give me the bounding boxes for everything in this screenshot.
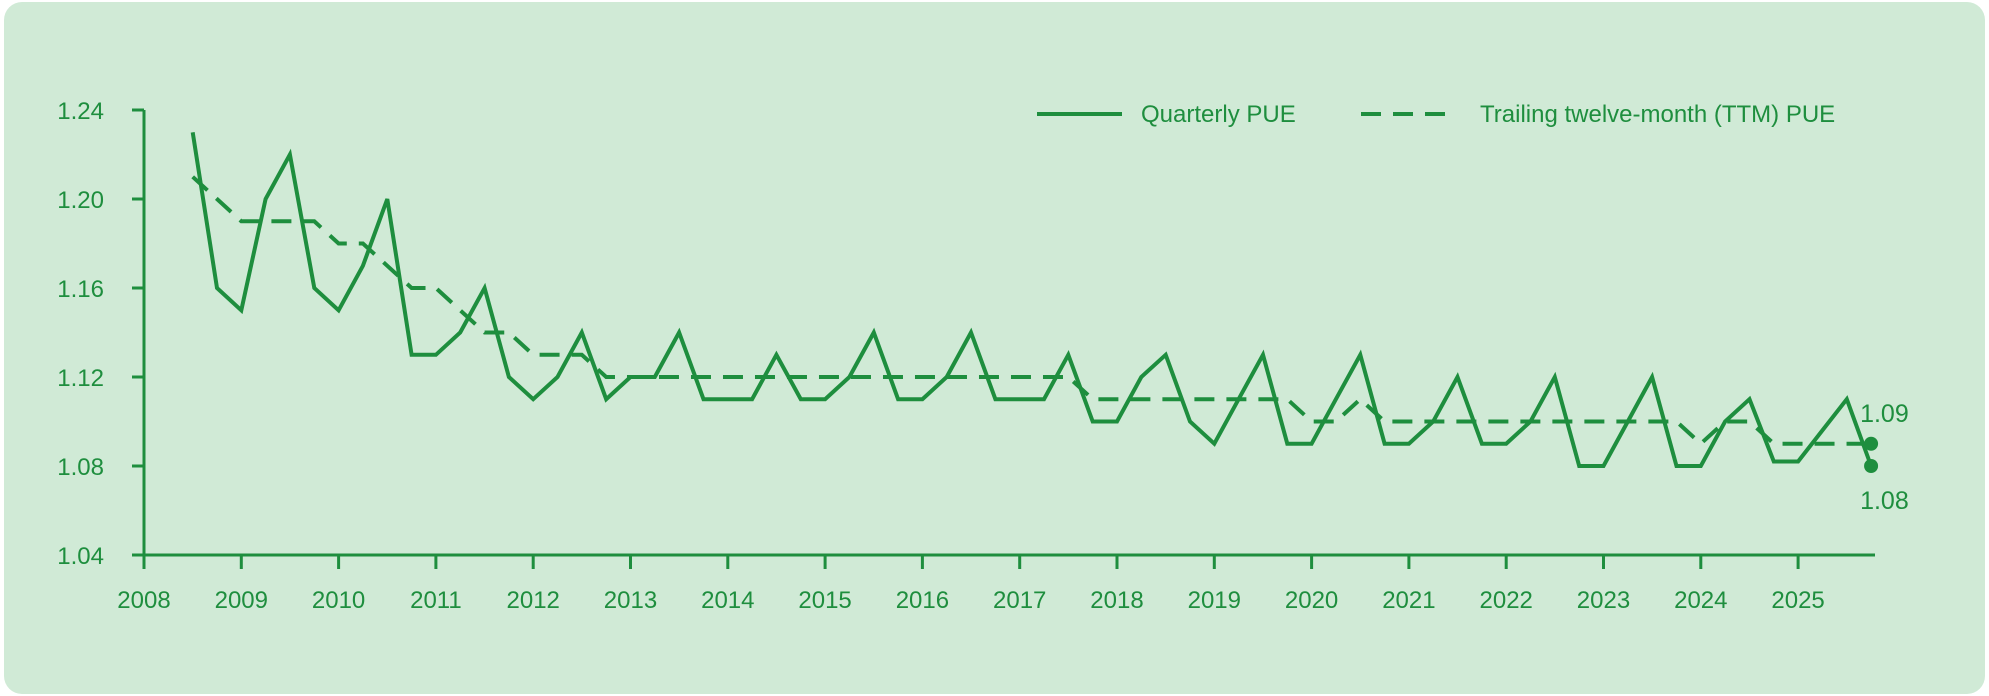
x-tick-label: 2014 xyxy=(701,587,754,614)
annotations: 1.09 1.08 xyxy=(1860,400,1909,515)
x-tick-label: 2015 xyxy=(798,587,851,614)
y-tick-label: 1.16 xyxy=(57,276,104,303)
endpoint-value-label: 1.08 xyxy=(1860,487,1909,515)
y-tick-label: 1.08 xyxy=(57,454,104,481)
x-tick-label: 2018 xyxy=(1090,587,1143,614)
chart-card xyxy=(4,2,1985,694)
x-tick-label: 2008 xyxy=(117,587,170,614)
x-tick-label: 2021 xyxy=(1382,587,1435,614)
legend: Quarterly PUE Trailing twelve-month (TTM… xyxy=(1037,101,1835,128)
legend-ttm-label: Trailing twelve-month (TTM) PUE xyxy=(1480,101,1835,128)
axes: 1.04 1.08 1.12 1.16 1.20 1.24 2008 2009 2010 2011… xyxy=(57,98,1875,614)
endpoint-value-label: 1.09 xyxy=(1860,400,1909,428)
x-tick-label: 2020 xyxy=(1285,587,1338,614)
x-tick-label: 2011 xyxy=(410,587,462,614)
endpoint-marker xyxy=(1864,459,1879,473)
ttm-pue-line xyxy=(191,175,1872,447)
legend-quarterly-label: Quarterly PUE xyxy=(1141,101,1296,128)
x-tick-label: 2010 xyxy=(312,587,365,614)
x-tick-label: 2025 xyxy=(1771,587,1824,614)
endpoint-marker xyxy=(1864,436,1879,451)
x-tick-label: 2023 xyxy=(1577,587,1630,614)
y-tick-label: 1.20 xyxy=(57,187,104,214)
x-tick-label: 2022 xyxy=(1480,587,1533,614)
y-tick-label: 1.12 xyxy=(57,365,104,392)
y-tick-label: 1.24 xyxy=(57,98,104,125)
x-tick-label: 2019 xyxy=(1188,587,1241,614)
x-tick-label: 2017 xyxy=(993,587,1046,614)
y-tick-label: 1.04 xyxy=(57,543,104,570)
x-tick-label: 2009 xyxy=(215,587,268,614)
x-tick-label: 2024 xyxy=(1674,587,1727,614)
quarterly-pue-line xyxy=(190,131,1873,468)
series-layer xyxy=(190,131,1873,468)
x-tick-label: 2013 xyxy=(604,587,657,614)
x-tick-label: 2012 xyxy=(507,587,560,614)
x-tick-label: 2016 xyxy=(896,587,949,614)
